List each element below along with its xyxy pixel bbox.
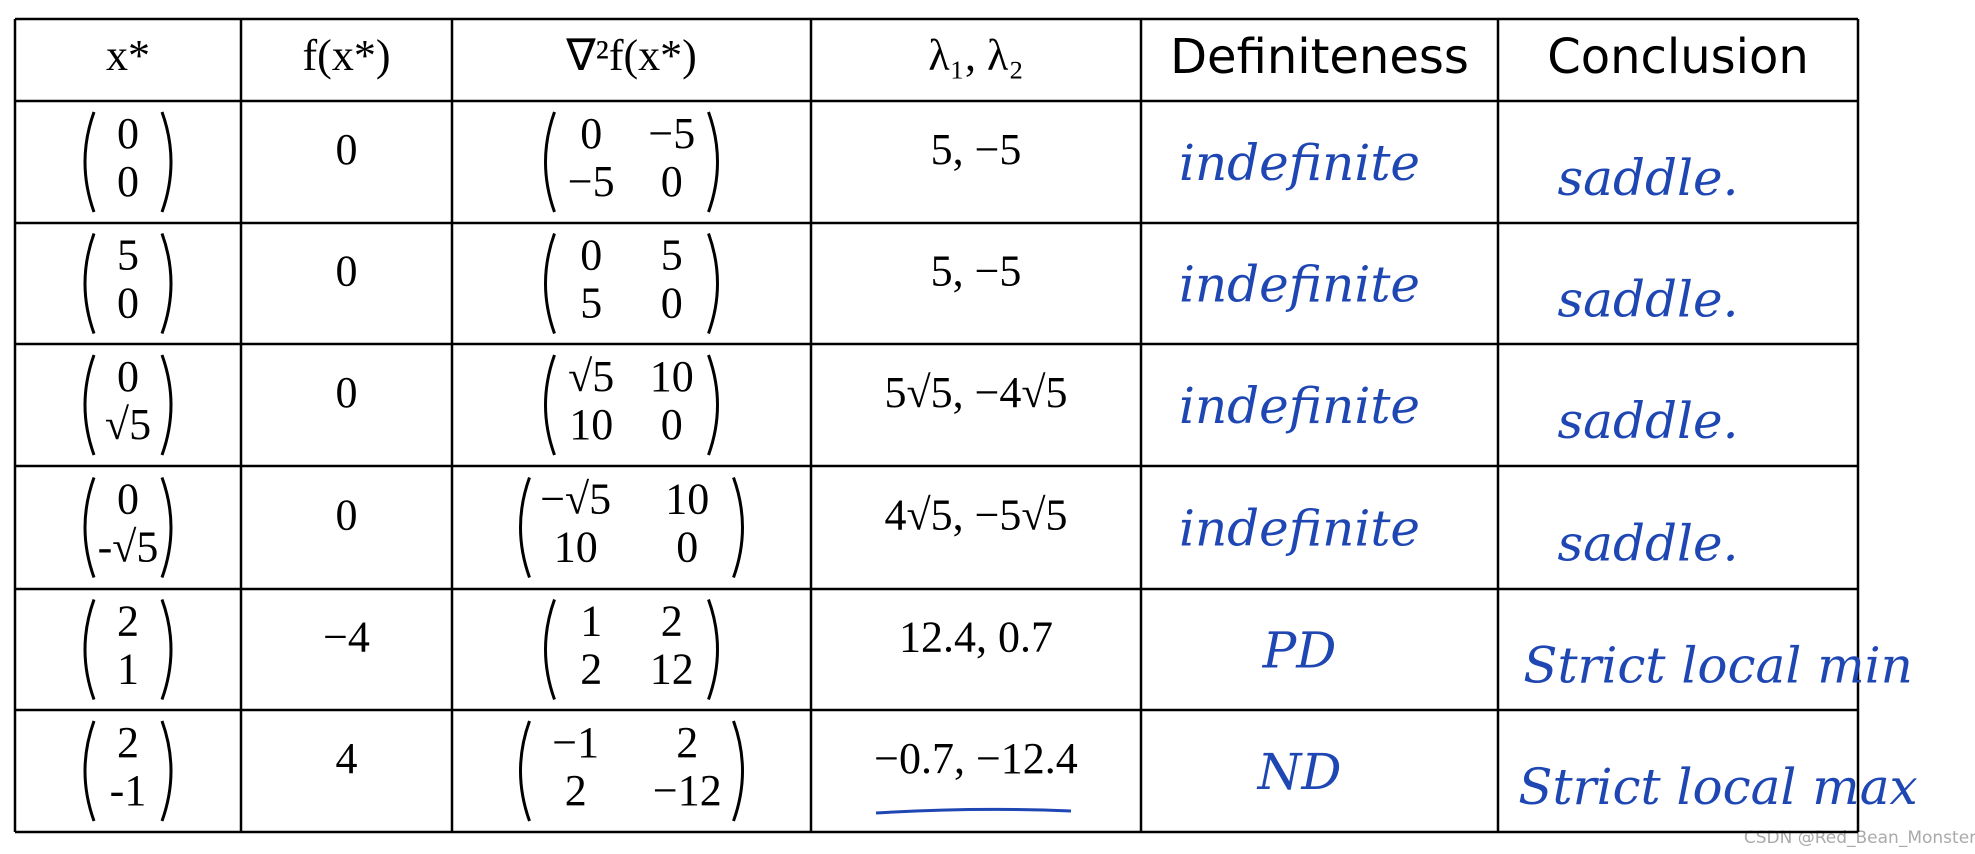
vector-entry: 0	[117, 157, 139, 206]
vector-entry: 1	[117, 645, 139, 694]
matrix-entry: 2	[661, 597, 683, 646]
matrix-entry: 2	[676, 718, 698, 767]
vector-entry: √5	[105, 400, 151, 449]
paren	[83, 232, 96, 335]
matrix-entry: √5	[568, 352, 614, 401]
f-value: 4	[336, 734, 358, 783]
matrix-entry: 0	[661, 279, 683, 328]
matrix-entry: 0	[661, 400, 683, 449]
matrix-entry: −√5	[540, 475, 611, 524]
eigenvalues: 5, −5	[931, 125, 1022, 174]
matrix-entry: 10	[569, 400, 613, 449]
vector-entry: -√5	[98, 523, 159, 572]
matrix-entry: 1	[580, 597, 602, 646]
paren	[707, 598, 719, 701]
paren	[160, 232, 173, 335]
matrix-entry: 5	[661, 231, 683, 280]
paren	[519, 476, 531, 579]
matrix-entry: −1	[552, 718, 599, 767]
paren	[707, 232, 719, 335]
vector-entry: 2	[117, 718, 139, 767]
definiteness: indefinite	[1179, 500, 1420, 558]
vector-entry: 2	[117, 597, 139, 646]
matrix-entry: 0	[580, 109, 602, 158]
definiteness: indefinite	[1179, 377, 1420, 435]
matrix-entry: 2	[580, 645, 602, 694]
definiteness: PD	[1262, 622, 1337, 680]
paren	[83, 598, 96, 701]
vector-entry: -1	[110, 766, 147, 815]
f-value: 0	[336, 491, 358, 540]
matrix-entry: 10	[554, 523, 598, 572]
paren	[544, 111, 556, 213]
f-value: −4	[323, 613, 370, 662]
vector-entry: 0	[117, 475, 139, 524]
paren	[83, 720, 96, 822]
definiteness: ND	[1257, 743, 1342, 801]
eigenvalues: 5, −5	[931, 247, 1022, 296]
paren	[160, 111, 173, 213]
paren	[83, 111, 96, 213]
paren	[732, 476, 744, 579]
vector-entry: 5	[117, 231, 139, 280]
paren	[544, 232, 556, 335]
definiteness: indefinite	[1179, 134, 1420, 192]
eigenvalues: 12.4, 0.7	[899, 613, 1053, 662]
matrix-entry: 5	[580, 279, 602, 328]
paren	[160, 476, 173, 579]
conclusion: saddle.	[1558, 271, 1739, 329]
header-cell: ∇²f(x*)	[565, 31, 697, 80]
paren	[160, 354, 173, 456]
conclusion: Strict local min	[1523, 637, 1913, 695]
vector-entry: 0	[117, 109, 139, 158]
header-cell: f(x*)	[303, 31, 391, 80]
header-cell: Definiteness	[1170, 29, 1469, 85]
vector-entry: 0	[117, 279, 139, 328]
matrix-entry: 0	[580, 231, 602, 280]
header-cell: λ₁, λ₂	[928, 31, 1023, 80]
f-value: 0	[336, 247, 358, 296]
vector-entry: 0	[117, 352, 139, 401]
f-value: 0	[336, 125, 358, 174]
paren	[519, 720, 531, 822]
matrix-entry: −12	[653, 766, 722, 815]
conclusion: Strict local max	[1518, 758, 1917, 816]
header-cell: x*	[106, 31, 150, 80]
matrix-entry: 10	[665, 475, 709, 524]
paren	[544, 354, 556, 456]
header-cell: Conclusion	[1547, 29, 1809, 85]
paren	[83, 476, 96, 579]
matrix-entry: −5	[648, 109, 695, 158]
matrix-entry: 0	[661, 157, 683, 206]
matrix-entry: 10	[650, 352, 694, 401]
paren	[732, 720, 744, 822]
matrix-entry: −5	[568, 157, 615, 206]
paren	[160, 598, 173, 701]
paren	[544, 598, 556, 701]
conclusion: saddle.	[1558, 515, 1739, 573]
paren	[707, 111, 719, 213]
matrix-entry: 0	[676, 523, 698, 572]
paren	[707, 354, 719, 456]
eigenvalues: 5√5, −4√5	[884, 368, 1067, 417]
paren	[160, 720, 173, 822]
conclusion: saddle.	[1558, 392, 1739, 450]
eigenvalues: 4√5, −5√5	[884, 491, 1067, 540]
matrix-entry: 12	[650, 645, 694, 694]
eigenvalues: −0.7, −12.4	[874, 734, 1078, 783]
underline	[875, 807, 1072, 815]
matrix-entry: 2	[565, 766, 587, 815]
paren	[83, 354, 96, 456]
conclusion: saddle.	[1558, 149, 1739, 207]
definiteness: indefinite	[1179, 256, 1420, 314]
f-value: 0	[336, 368, 358, 417]
